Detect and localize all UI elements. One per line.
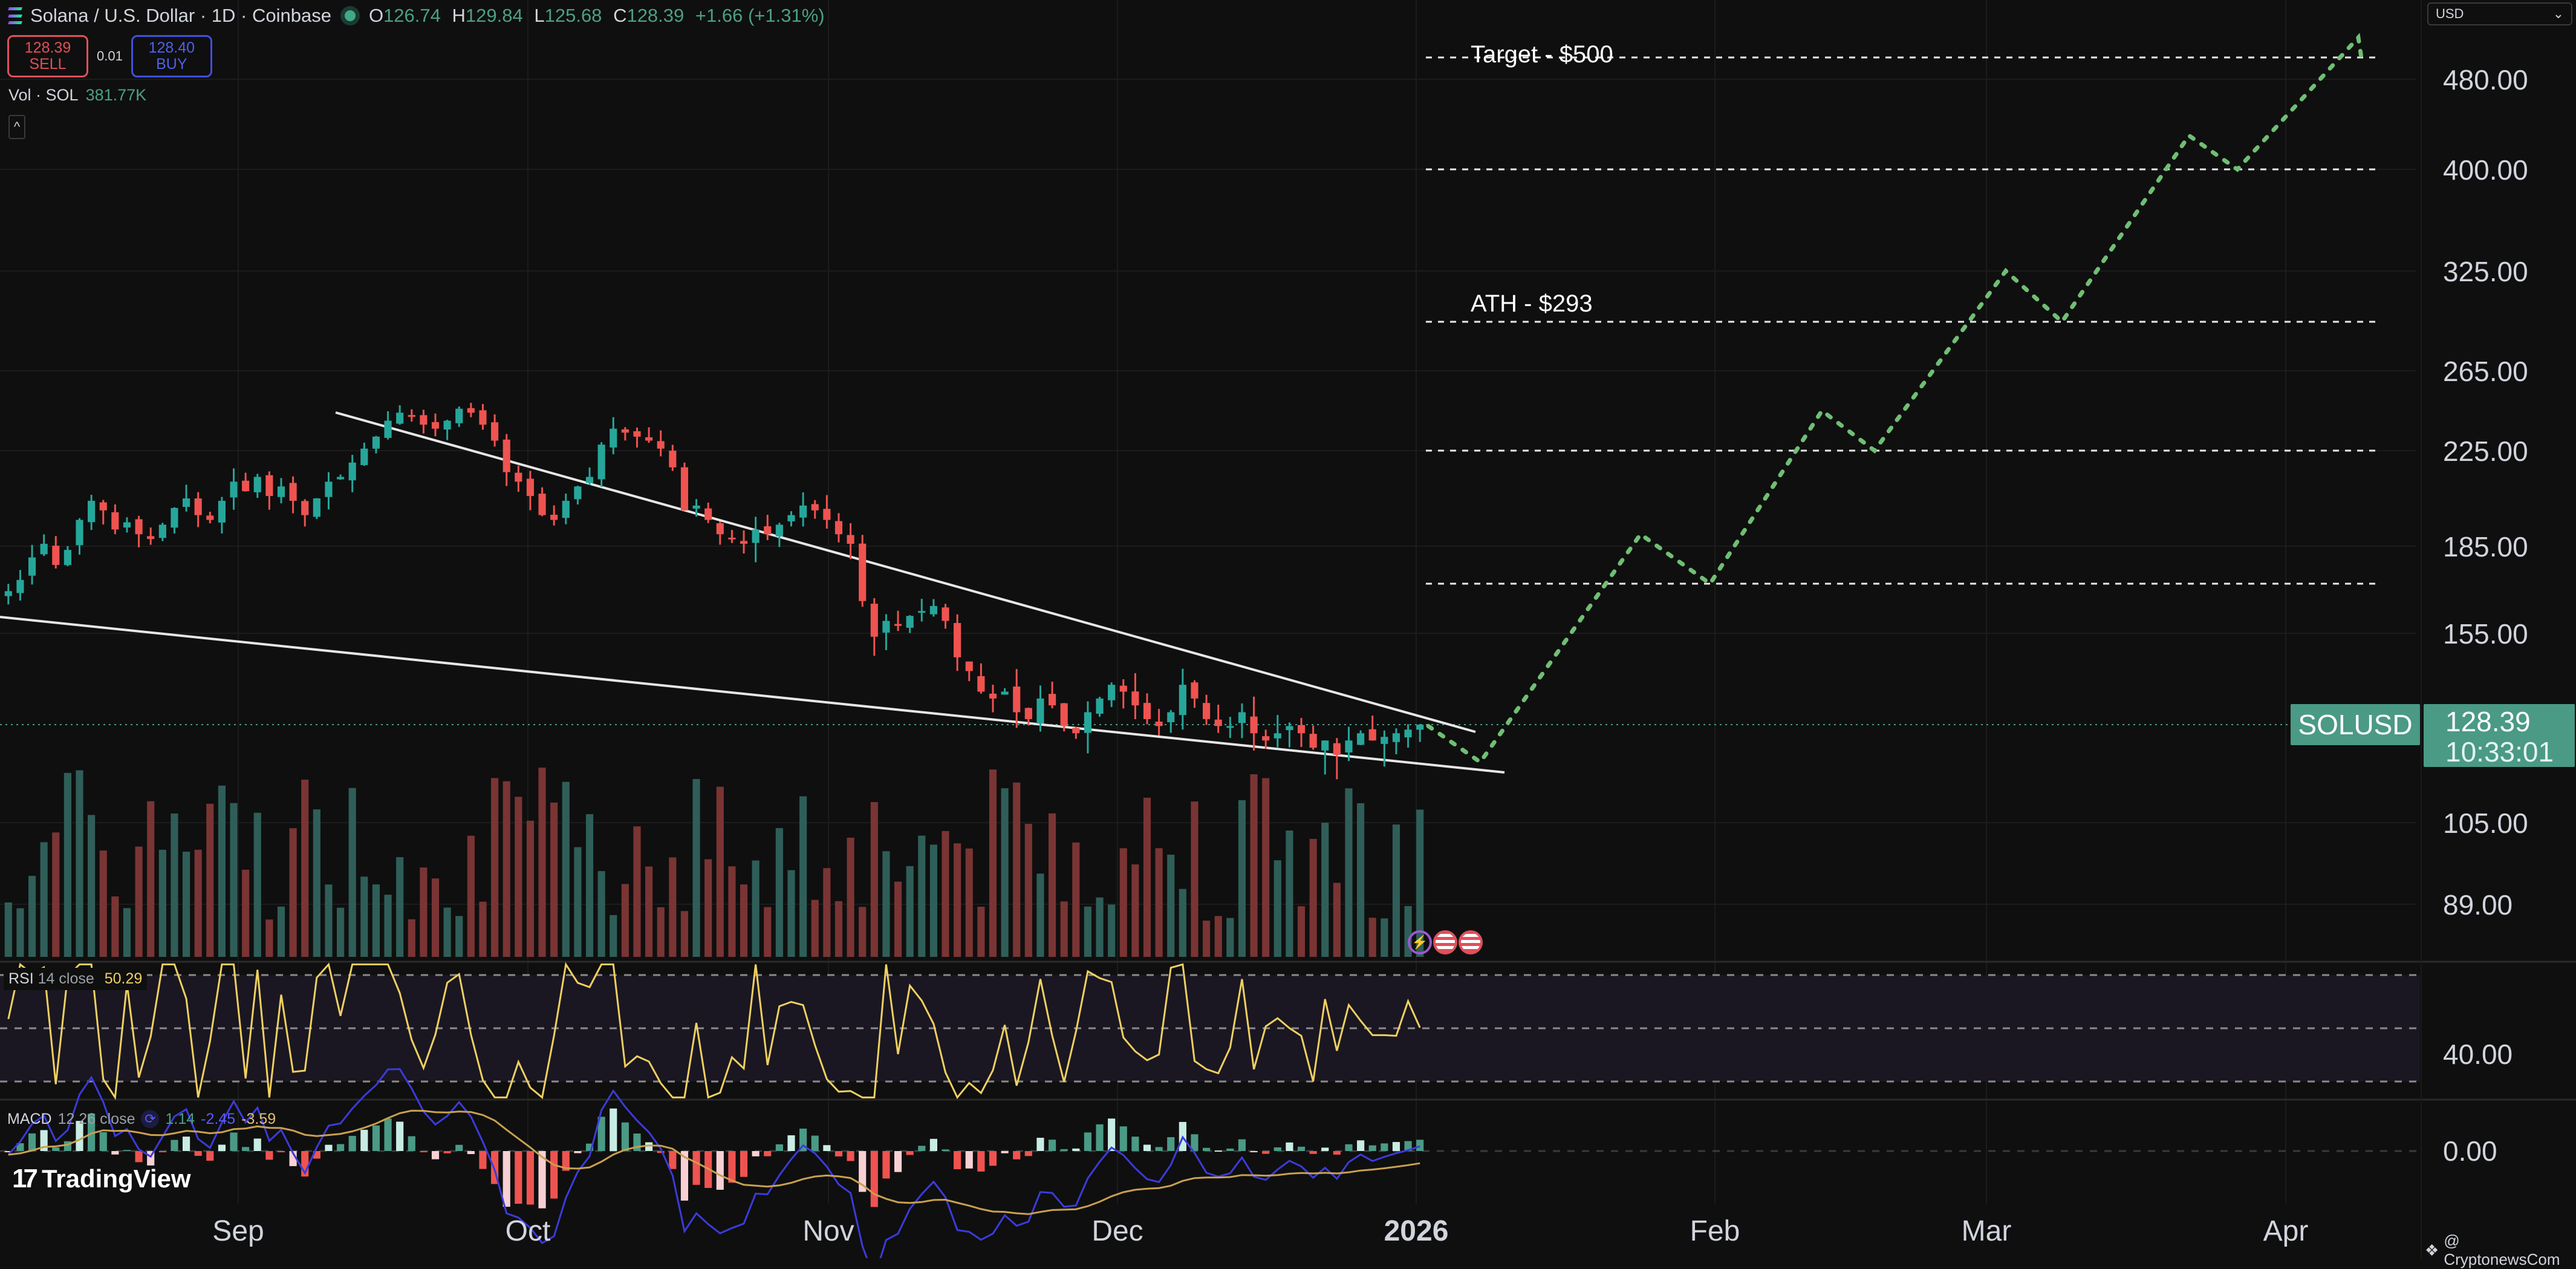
trendlines[interactable] [0,411,1505,774]
open-value: 126.74 [383,5,441,26]
last-price: 128.39 [2445,706,2531,737]
us-flag-event-icon[interactable] [1459,930,1483,954]
tradingview-wordmark: TradingView [41,1164,191,1193]
symbol-price-tag: SOLUSD [2291,704,2420,745]
chevron-up-icon: ^ [13,119,21,134]
chevron-down-icon: ⌄ [2552,6,2564,21]
bar-countdown: 10:33:01 [2445,736,2554,768]
time-axis-tick: 2026 [1384,1215,1449,1247]
rsi-axis-tick: 40.00 [2443,1039,2513,1070]
rsi-legend: RSI 14 close 50.29 [4,968,148,990]
currency-value: USD [2436,6,2464,21]
symbol-legend: Solana / U.S. Dollar · 1D · Coinbase O12… [8,5,831,27]
close-value: 128.39 [626,5,685,26]
collapse-legend-button[interactable]: ^ [8,115,25,139]
target-annotation[interactable]: Target - $500 [1471,41,1613,68]
us-flag-event-icon[interactable] [1433,930,1457,954]
tradingview-icon: 17 [12,1164,38,1193]
price-axis-tick: 89.00 [2443,889,2513,921]
high-label: H [452,5,466,26]
low-value: 125.68 [544,5,602,26]
price-axis-tick: 155.00 [2443,618,2528,650]
volume-legend: Vol · SOL 381.77K [8,86,146,105]
volume-label: Vol · SOL [8,86,79,104]
time-axis-tick: Feb [1690,1215,1740,1247]
price-axis-tick: 185.00 [2443,531,2528,563]
close-label: C [613,5,627,26]
ohlc-values: O126.74 H129.84 L125.68 C128.39 +1.66 (+… [369,5,831,27]
time-axis-tick: Sep [212,1215,264,1247]
time-axis-tick: Dec [1091,1215,1143,1247]
candlesticks [4,403,1424,780]
volume-bars [4,768,1424,957]
price-levels [0,56,2379,725]
solana-icon [8,7,22,24]
lightning-event-icon[interactable]: ⚡ [1408,930,1432,954]
buy-price: 128.40 [148,39,195,56]
macd-axis-tick: 0.00 [2443,1135,2497,1167]
rsi-value: 50.29 [104,970,143,987]
low-label: L [534,5,545,26]
price-axis-tick: 265.00 [2443,356,2528,387]
macd-label: MACD [7,1110,52,1127]
time-axis-tick: Mar [1961,1215,2012,1247]
macd-value: 1.14 [165,1110,195,1127]
price-axis-tick: 480.00 [2443,64,2528,96]
binance-icon: ❖ [2425,1241,2439,1259]
price-axis-tick: 225.00 [2443,436,2528,467]
symbol-title[interactable]: Solana / U.S. Dollar · 1D · Coinbase [30,5,331,26]
tradingview-logo[interactable]: 17 TradingView [12,1164,191,1194]
macd-panel [0,1068,2420,1258]
rsi-label: RSI [8,970,34,987]
time-axis-tick: Oct [505,1215,551,1247]
last-price-tag: 128.39 10:33:01 [2424,704,2575,767]
sell-label: SELL [29,56,67,73]
macd-histogram-value: -3.59 [241,1110,276,1127]
buy-button[interactable]: 128.40 BUY [131,35,212,77]
macd-signal-value: -2.45 [201,1110,236,1127]
volume-value: 381.77K [85,86,147,104]
price-axis-tick: 105.00 [2443,807,2528,839]
sync-icon[interactable]: ⟳ [141,1110,160,1128]
macd-legend: MACD 12 26 close ⟳ 1.14 -2.45 -3.59 [7,1110,276,1128]
time-axis-tick: Nov [802,1215,854,1247]
watermark-text: @ CryptonewsCom [2444,1231,2560,1268]
spread-value: 0.01 [97,48,123,64]
rsi-panel [0,962,2420,1100]
open-label: O [368,5,384,26]
rsi-params: 14 close [37,970,94,987]
trade-buttons: 128.39 SELL 0.01 128.40 BUY [7,35,212,77]
watermark: ❖ @ CryptonewsCom [2425,1231,2576,1269]
high-value: 129.84 [465,5,523,26]
currency-select[interactable]: USD ⌄ [2427,2,2572,25]
price-axis-tick: 400.00 [2443,154,2528,186]
change-value: +1.66 (+1.31%) [695,5,825,26]
ath-annotation[interactable]: ATH - $293 [1471,290,1593,317]
price-axis-tick: 325.00 [2443,256,2528,287]
projection-path[interactable] [1426,33,2364,765]
market-status-icon [344,10,356,21]
event-markers: ⚡ [1408,930,1483,954]
sell-price: 128.39 [24,39,71,56]
buy-label: BUY [156,56,187,73]
sell-button[interactable]: 128.39 SELL [7,35,88,77]
macd-params: 12 26 close [57,1110,135,1127]
time-axis-tick: Apr [2263,1215,2309,1247]
